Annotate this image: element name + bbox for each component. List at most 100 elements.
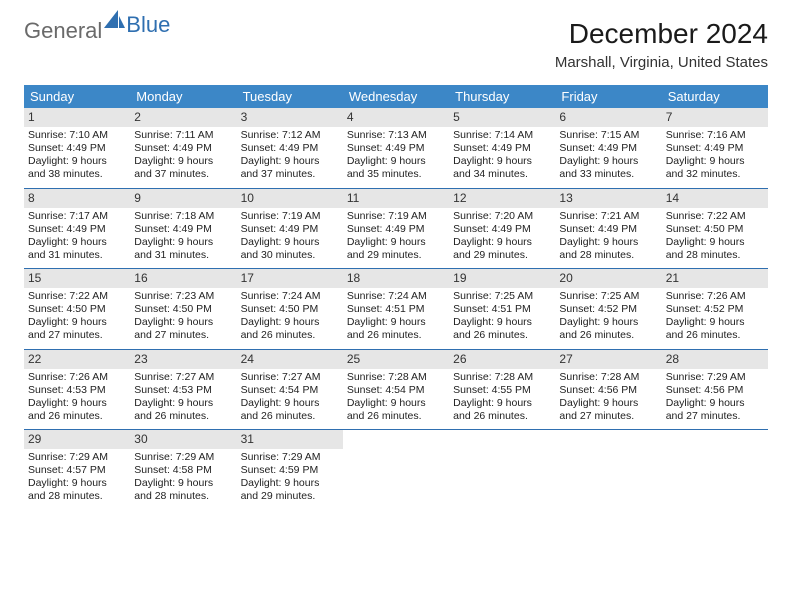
sunrise-line: Sunrise: 7:22 AM — [28, 290, 126, 303]
sunset-line: Sunset: 4:54 PM — [347, 384, 445, 397]
sunset-line: Sunset: 4:49 PM — [241, 142, 339, 155]
sunset-line: Sunset: 4:57 PM — [28, 464, 126, 477]
day-cell: 3Sunrise: 7:12 AMSunset: 4:49 PMDaylight… — [237, 108, 343, 188]
day-number: 13 — [555, 189, 661, 208]
sunrise-line: Sunrise: 7:10 AM — [28, 129, 126, 142]
daylight-line: Daylight: 9 hours and 29 minutes. — [241, 477, 339, 503]
page-header: General Blue December 2024 Marshall, Vir… — [24, 18, 768, 71]
day-number: 1 — [24, 108, 130, 127]
daylight-line: Daylight: 9 hours and 26 minutes. — [453, 397, 551, 423]
day-cell: 4Sunrise: 7:13 AMSunset: 4:49 PMDaylight… — [343, 108, 449, 188]
sunrise-line: Sunrise: 7:20 AM — [453, 210, 551, 223]
sunrise-line: Sunrise: 7:19 AM — [347, 210, 445, 223]
sunset-line: Sunset: 4:49 PM — [28, 142, 126, 155]
sunset-line: Sunset: 4:50 PM — [241, 303, 339, 316]
daylight-line: Daylight: 9 hours and 30 minutes. — [241, 236, 339, 262]
sunset-line: Sunset: 4:49 PM — [559, 142, 657, 155]
week-row: 22Sunrise: 7:26 AMSunset: 4:53 PMDayligh… — [24, 349, 768, 430]
sunrise-line: Sunrise: 7:25 AM — [453, 290, 551, 303]
daylight-line: Daylight: 9 hours and 27 minutes. — [28, 316, 126, 342]
day-cell: 2Sunrise: 7:11 AMSunset: 4:49 PMDaylight… — [130, 108, 236, 188]
day-cell: 10Sunrise: 7:19 AMSunset: 4:49 PMDayligh… — [237, 189, 343, 269]
day-cell: 25Sunrise: 7:28 AMSunset: 4:54 PMDayligh… — [343, 350, 449, 430]
day-number: 12 — [449, 189, 555, 208]
day-cell: 1Sunrise: 7:10 AMSunset: 4:49 PMDaylight… — [24, 108, 130, 188]
day-number: 10 — [237, 189, 343, 208]
day-cell: 12Sunrise: 7:20 AMSunset: 4:49 PMDayligh… — [449, 189, 555, 269]
sunrise-line: Sunrise: 7:18 AM — [134, 210, 232, 223]
sunrise-line: Sunrise: 7:29 AM — [241, 451, 339, 464]
day-cell: 29Sunrise: 7:29 AMSunset: 4:57 PMDayligh… — [24, 430, 130, 510]
daylight-line: Daylight: 9 hours and 26 minutes. — [28, 397, 126, 423]
weekday-header: Tuesday — [237, 85, 343, 108]
day-number: 9 — [130, 189, 236, 208]
day-number: 22 — [24, 350, 130, 369]
sunrise-line: Sunrise: 7:28 AM — [453, 371, 551, 384]
daylight-line: Daylight: 9 hours and 29 minutes. — [347, 236, 445, 262]
day-number: 23 — [130, 350, 236, 369]
sunset-line: Sunset: 4:54 PM — [241, 384, 339, 397]
daylight-line: Daylight: 9 hours and 26 minutes. — [666, 316, 764, 342]
sunrise-line: Sunrise: 7:11 AM — [134, 129, 232, 142]
sunset-line: Sunset: 4:49 PM — [134, 223, 232, 236]
day-cell: 13 Sunrise: 7:21 AMSunset: 4:49 PMDayligh… — [555, 189, 661, 269]
week-row: 8Sunrise: 7:17 AMSunset: 4:49 PMDaylight… — [24, 188, 768, 269]
day-cell: 6Sunrise: 7:15 AMSunset: 4:49 PMDaylight… — [555, 108, 661, 188]
daylight-line: Daylight: 9 hours and 26 minutes. — [453, 316, 551, 342]
sunset-line: Sunset: 4:49 PM — [559, 223, 657, 236]
weeks-container: 1Sunrise: 7:10 AMSunset: 4:49 PMDaylight… — [24, 108, 768, 510]
month-title: December 2024 — [555, 18, 768, 50]
day-cell: 27Sunrise: 7:28 AMSunset: 4:56 PMDayligh… — [555, 350, 661, 430]
calendar: Sunday Monday Tuesday Wednesday Thursday… — [24, 85, 768, 510]
sunrise-line: Sunrise: 7:28 AM — [347, 371, 445, 384]
day-number: 31 — [237, 430, 343, 449]
day-cell — [343, 430, 449, 510]
day-number: 11 — [343, 189, 449, 208]
sunset-line: Sunset: 4:51 PM — [347, 303, 445, 316]
sunset-line: Sunset: 4:49 PM — [134, 142, 232, 155]
sunset-line: Sunset: 4:49 PM — [666, 142, 764, 155]
day-cell: 8Sunrise: 7:17 AMSunset: 4:49 PMDaylight… — [24, 189, 130, 269]
day-number: 3 — [237, 108, 343, 127]
sunrise-line: Sunrise: 7:26 AM — [28, 371, 126, 384]
day-number: 29 — [24, 430, 130, 449]
sunset-line: Sunset: 4:52 PM — [559, 303, 657, 316]
sunset-line: Sunset: 4:50 PM — [666, 223, 764, 236]
sunrise-line: Sunrise: 7:22 AM — [666, 210, 764, 223]
daylight-line: Daylight: 9 hours and 33 minutes. — [559, 155, 657, 181]
daylight-line: Daylight: 9 hours and 28 minutes. — [134, 477, 232, 503]
daylight-line: Daylight: 9 hours and 28 minutes. — [559, 236, 657, 262]
day-cell: 20Sunrise: 7:25 AMSunset: 4:52 PMDayligh… — [555, 269, 661, 349]
day-number: 21 — [662, 269, 768, 288]
logo: General Blue — [24, 18, 170, 44]
daylight-line: Daylight: 9 hours and 26 minutes. — [559, 316, 657, 342]
day-cell — [555, 430, 661, 510]
sunset-line: Sunset: 4:59 PM — [241, 464, 339, 477]
daylight-line: Daylight: 9 hours and 26 minutes. — [347, 397, 445, 423]
day-cell: 14Sunrise: 7:22 AMSunset: 4:50 PMDayligh… — [662, 189, 768, 269]
day-number: 5 — [449, 108, 555, 127]
sunrise-line: Sunrise: 7:21 AM — [559, 210, 657, 223]
location-subtitle: Marshall, Virginia, United States — [555, 54, 768, 71]
day-cell: 23Sunrise: 7:27 AMSunset: 4:53 PMDayligh… — [130, 350, 236, 430]
day-cell: 7Sunrise: 7:16 AMSunset: 4:49 PMDaylight… — [662, 108, 768, 188]
sunrise-line: Sunrise: 7:19 AM — [241, 210, 339, 223]
daylight-line: Daylight: 9 hours and 27 minutes. — [666, 397, 764, 423]
sunset-line: Sunset: 4:52 PM — [666, 303, 764, 316]
sunset-line: Sunset: 4:53 PM — [28, 384, 126, 397]
day-cell: 31 Sunrise: 7:29 AMSunset: 4:59 PMDayligh… — [237, 430, 343, 510]
day-cell: 9Sunrise: 7:18 AMSunset: 4:49 PMDaylight… — [130, 189, 236, 269]
title-block: December 2024 Marshall, Virginia, United… — [555, 18, 768, 71]
sunrise-line: Sunrise: 7:28 AM — [559, 371, 657, 384]
day-number: 26 — [449, 350, 555, 369]
daylight-line: Daylight: 9 hours and 32 minutes. — [666, 155, 764, 181]
daylight-line: Daylight: 9 hours and 35 minutes. — [347, 155, 445, 181]
sunrise-line: Sunrise: 7:16 AM — [666, 129, 764, 142]
week-row: 29 Sunrise: 7:29 AM Sunset: 4:57 PM Dayligh… — [24, 429, 768, 510]
day-cell: 19Sunrise: 7:25 AMSunset: 4:51 PMDayligh… — [449, 269, 555, 349]
weekday-header: Thursday — [449, 85, 555, 108]
sunset-line: Sunset: 4:51 PM — [453, 303, 551, 316]
weekday-header-row: Sunday Monday Tuesday Wednesday Thursday… — [24, 85, 768, 108]
logo-text-blue: Blue — [126, 12, 170, 38]
day-cell: 22 Sunrise: 7:26 AMSunset: 4:53 PMDayligh… — [24, 350, 130, 430]
